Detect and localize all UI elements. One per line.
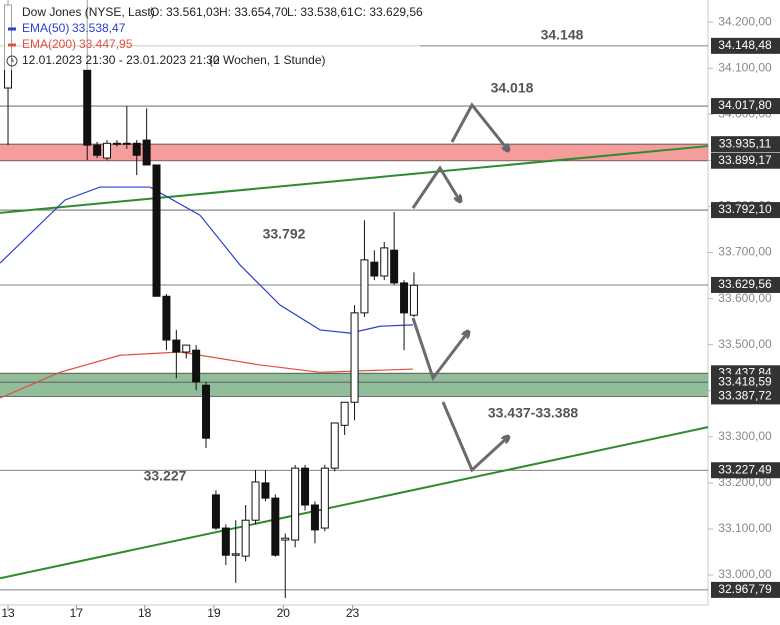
candle-body	[291, 467, 300, 541]
arrow	[411, 317, 468, 382]
candle-body	[360, 259, 369, 314]
x-tick-label: 13	[1, 606, 15, 620]
candle-body	[211, 494, 220, 529]
trendline	[0, 426, 709, 580]
candle-body	[251, 481, 260, 521]
candle-body	[231, 553, 240, 556]
y-tick-label: 34.200,00	[718, 14, 772, 28]
candle-body	[192, 349, 201, 383]
y-tick-label: 33.300,00	[718, 429, 772, 443]
candle-body	[390, 249, 399, 284]
candle-body	[202, 384, 211, 439]
y-tick-label: 33.700,00	[718, 245, 772, 259]
level-label: 34.148,48	[718, 38, 772, 52]
candle-body	[122, 142, 131, 145]
ema-line	[0, 186, 413, 334]
level-label-bg	[711, 388, 780, 405]
candle-body	[350, 312, 359, 403]
candle-body	[221, 527, 230, 556]
candle-body	[301, 467, 310, 506]
legend-low: L: 33.538,61	[287, 5, 354, 19]
x-tick-label: 23	[346, 606, 360, 620]
candle-body	[241, 519, 250, 557]
level-label-bg	[711, 276, 780, 293]
candle-body	[103, 142, 112, 159]
candle-body	[182, 344, 191, 353]
clock-icon	[6, 55, 18, 67]
candle-body	[93, 144, 102, 156]
candle-body	[281, 537, 290, 541]
candle-body	[271, 497, 280, 556]
y-tick-label: 34.100,00	[718, 60, 772, 74]
level-label: 33.418,59	[718, 374, 772, 388]
level-label: 33.387,72	[718, 389, 772, 403]
candle-body	[380, 247, 389, 277]
level-label: 33.629,56	[718, 277, 772, 291]
x-tick-label: 17	[70, 606, 84, 620]
legend-open: O: 33.561,03	[150, 5, 220, 19]
level-label-bg	[711, 462, 780, 479]
candle-body	[83, 69, 92, 146]
level-label: 34.017,80	[718, 98, 772, 112]
legend-value: 33.447,95	[79, 37, 133, 51]
annotation: 33.227	[144, 468, 187, 484]
arrows	[411, 102, 508, 473]
candle-body	[142, 139, 151, 166]
level-label-bg	[711, 152, 780, 169]
level-label: 32.967,79	[718, 582, 772, 596]
x-tick-label: 18	[138, 606, 152, 620]
y-tick-label: 33.100,00	[718, 521, 772, 535]
candle-body	[261, 482, 270, 499]
legend-period: 12.01.2023 21:30 - 23.01.2023 21:30	[22, 53, 220, 67]
candle-body	[112, 142, 121, 145]
legend-close: C: 33.629,56	[354, 5, 423, 19]
x-tick-label: 20	[277, 606, 291, 620]
annotation: 34.018	[491, 80, 534, 96]
level-label: 33.899,17	[718, 153, 772, 167]
x-tick-label: 19	[207, 606, 221, 620]
candle-body	[330, 422, 339, 469]
level-label: 33.792,10	[718, 202, 772, 216]
candle-body	[340, 401, 349, 426]
candle-body	[162, 295, 171, 341]
candle-body	[172, 339, 181, 353]
candle-body	[310, 504, 319, 531]
candle-body	[132, 142, 141, 156]
arrow	[441, 401, 508, 473]
candle-body	[370, 261, 379, 277]
clock-icon	[11, 58, 14, 62]
level-label-bg	[711, 374, 780, 391]
legend-value: 33.538,47	[72, 21, 126, 35]
y-tick-label: 33.000,00	[718, 567, 772, 581]
level-label-bg	[711, 37, 780, 54]
level-label-bg	[711, 202, 780, 219]
annotation: 34.148	[541, 27, 584, 43]
level-label-bg	[711, 136, 780, 153]
arrow	[411, 165, 460, 209]
level-label-bg	[711, 581, 780, 598]
arrow	[450, 102, 508, 150]
annotation: 33.792	[263, 226, 306, 242]
legend-title: Dow Jones (NYSE, Last)	[22, 5, 155, 19]
legend-high: H: 33.654,70	[219, 5, 288, 19]
legend-period-note: (2 Wochen, 1 Stunde)	[209, 53, 326, 67]
y-tick-label: 33.200,00	[718, 475, 772, 489]
legend-bg	[0, 0, 420, 70]
y-tick-label: 33.500,00	[718, 337, 772, 351]
legend: Dow Jones (NYSE, Last) O: 33.561,03 H: 3…	[0, 0, 423, 70]
level-label: 33.227,49	[718, 462, 772, 476]
candle-body	[320, 467, 329, 529]
candle-body	[400, 282, 409, 314]
legend-item: EMA(200)	[22, 37, 76, 51]
level-label: 33.935,11	[719, 136, 772, 150]
trendline	[0, 145, 709, 214]
y-tick-label: 33.600,00	[718, 291, 772, 305]
candle-body	[409, 284, 418, 316]
level-label-bg	[711, 98, 780, 115]
legend-item: EMA(50)	[22, 21, 69, 35]
annotation: 33.437-33.388	[488, 405, 579, 421]
candle-body	[152, 164, 161, 297]
